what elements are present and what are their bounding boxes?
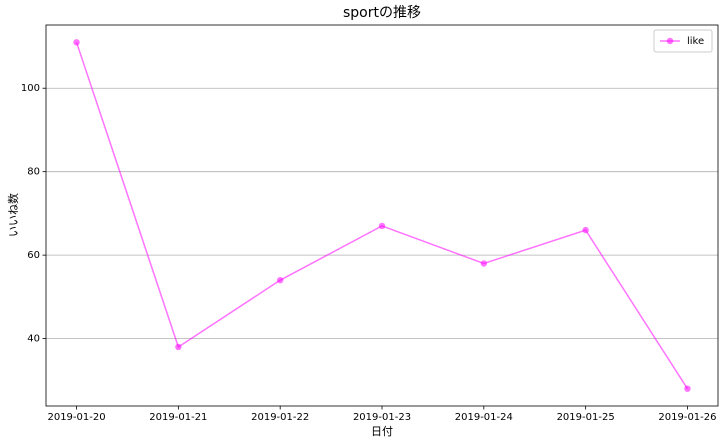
point <box>378 222 386 230</box>
x-tick-label: 2019-01-22 <box>251 412 309 423</box>
x-axis-label: 日付 <box>371 425 393 438</box>
y-tick-label: 80 <box>27 167 40 178</box>
point <box>480 260 488 267</box>
x-tick-label: 2019-01-25 <box>557 412 615 423</box>
x-tick-label: 2019-01-21 <box>149 412 207 423</box>
point <box>582 226 589 234</box>
point <box>73 39 80 46</box>
point <box>276 276 284 284</box>
point <box>684 385 691 392</box>
x-tick-label: 2019-01-26 <box>658 412 716 423</box>
line <box>75 42 689 390</box>
plot-frame <box>45 24 719 407</box>
legend-marker <box>666 37 674 45</box>
y-tick-label: 40 <box>27 334 40 345</box>
y-tick-label: 60 <box>27 250 40 261</box>
x-tick-label: 2019-01-24 <box>455 412 513 423</box>
y-tick-label: 100 <box>21 83 40 94</box>
point <box>175 343 182 351</box>
chart-title: sportの推移 <box>343 5 421 21</box>
legend-label: like <box>687 36 704 47</box>
legend-box <box>653 29 713 53</box>
x-tick-label: 2019-01-23 <box>353 412 411 423</box>
y-axis-label: いいね数 <box>7 193 20 237</box>
x-tick-label: 2019-01-20 <box>47 412 105 423</box>
